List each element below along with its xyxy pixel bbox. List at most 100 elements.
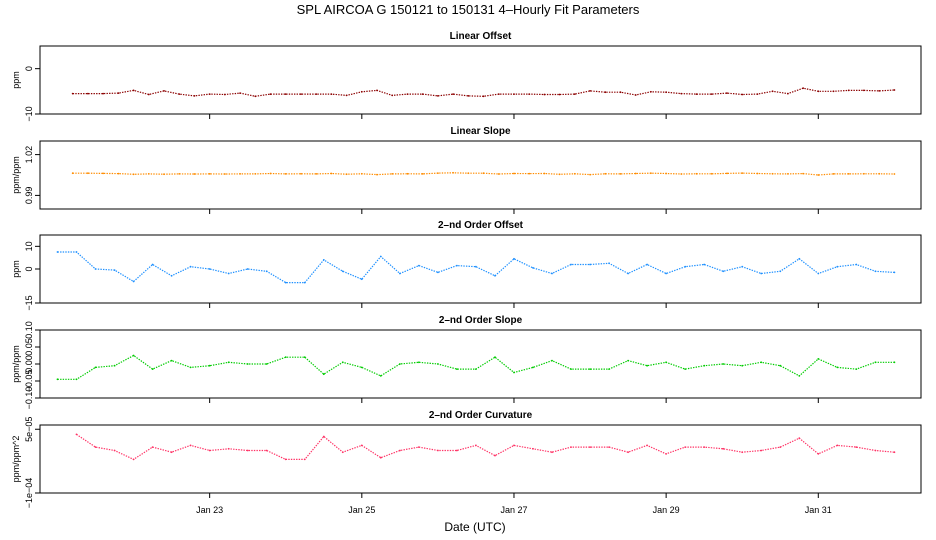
data-point — [284, 356, 287, 359]
data-point — [475, 444, 477, 447]
data-point — [376, 173, 378, 176]
data-point — [360, 366, 363, 369]
data-point — [646, 263, 648, 266]
data-point — [650, 172, 652, 175]
data-point — [208, 268, 211, 270]
data-point — [265, 449, 268, 452]
y-axis-label: ppm/ppm — [11, 156, 21, 194]
data-point — [421, 93, 424, 95]
panel-frame — [39, 140, 922, 210]
data-point — [722, 363, 725, 365]
data-point — [379, 375, 382, 377]
data-point — [418, 361, 420, 364]
data-point — [756, 93, 759, 95]
data-point — [497, 93, 500, 95]
data-point — [132, 458, 135, 461]
data-point — [452, 93, 454, 95]
data-point — [874, 361, 877, 364]
data-point — [802, 172, 804, 175]
data-point — [608, 368, 610, 370]
data-point — [722, 447, 725, 450]
data-point — [437, 449, 439, 452]
data-point — [163, 90, 165, 92]
data-point — [303, 281, 306, 284]
data-point — [573, 93, 576, 95]
data-point — [570, 263, 572, 266]
data-point — [771, 90, 774, 93]
data-point — [300, 172, 302, 175]
data-point — [178, 93, 181, 95]
data-point — [341, 270, 344, 273]
panel-frame — [39, 424, 922, 494]
data-point — [847, 89, 850, 92]
data-point — [117, 172, 120, 175]
data-point — [341, 451, 344, 454]
data-point — [558, 173, 561, 176]
y-tick-label: 0.10 — [24, 321, 34, 339]
data-point — [703, 263, 706, 266]
data-point — [513, 93, 515, 95]
x-axis-label: Date (UTC) — [444, 520, 505, 534]
x-tick-label: Jan 25 — [348, 505, 375, 515]
data-point — [798, 257, 801, 260]
data-point — [482, 95, 485, 98]
y-axis-label: ppm — [11, 260, 21, 278]
panel-frame — [39, 45, 922, 115]
data-point — [787, 92, 789, 95]
data-point — [543, 172, 546, 175]
data-point — [418, 446, 420, 448]
data-point — [528, 93, 531, 95]
data-point — [532, 267, 534, 269]
data-point — [570, 368, 572, 370]
data-point — [193, 173, 196, 175]
data-point — [475, 265, 477, 268]
data-point — [847, 173, 850, 175]
data-point — [771, 172, 774, 175]
data-point — [878, 172, 881, 175]
data-point — [513, 257, 515, 260]
x-tick-label: Jan 23 — [196, 505, 223, 515]
data-point — [345, 173, 348, 176]
y-tick-label: 0.05 — [24, 338, 34, 356]
data-point — [170, 451, 173, 454]
data-point — [893, 173, 896, 175]
series-line — [57, 354, 895, 380]
data-point — [551, 272, 553, 275]
data-point — [224, 173, 226, 175]
data-point — [494, 356, 496, 359]
y-tick-label: 10 — [24, 241, 34, 251]
data-point — [246, 449, 249, 452]
y-tick-label: 0.00 — [24, 355, 34, 373]
data-point — [619, 91, 622, 94]
data-point — [646, 444, 648, 447]
panel-3: 2–nd Order Offset 10 0 −15 ppm — [11, 220, 922, 311]
data-point — [482, 172, 485, 175]
data-point — [75, 433, 78, 436]
data-point — [551, 451, 553, 454]
data-point — [703, 364, 706, 367]
data-point — [878, 90, 881, 92]
series-points — [71, 87, 896, 98]
data-point — [239, 173, 242, 175]
data-point — [570, 446, 572, 448]
data-point — [665, 172, 667, 175]
panel-1: Linear Offset 0 −10 ppm — [11, 31, 922, 122]
data-point — [497, 173, 500, 175]
panel-frame — [39, 234, 922, 304]
data-point — [437, 363, 439, 365]
data-point — [513, 172, 515, 175]
data-point — [817, 90, 820, 93]
data-point — [874, 449, 877, 452]
y-tick-label: −15 — [24, 295, 34, 310]
data-point — [376, 89, 378, 92]
data-point — [315, 173, 318, 175]
data-point — [802, 87, 804, 90]
series-line — [72, 87, 895, 97]
data-point — [113, 364, 116, 367]
data-point — [680, 173, 683, 175]
data-point — [836, 265, 839, 268]
series-line — [76, 433, 895, 461]
y-tick-label: −0.10 — [24, 387, 34, 410]
data-point — [330, 172, 333, 175]
